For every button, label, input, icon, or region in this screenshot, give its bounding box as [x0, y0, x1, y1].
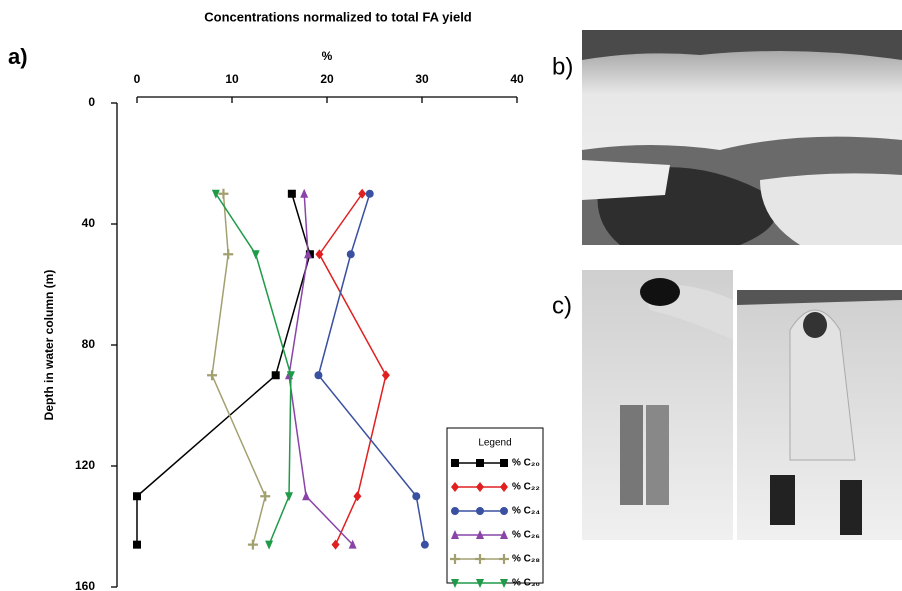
legend-label: % C₂₆ [512, 530, 540, 541]
x-tick-label: 40 [510, 72, 524, 86]
legend-label: % C₂₂ [512, 482, 540, 493]
legend-title: Legend [478, 438, 511, 449]
data-point [252, 250, 260, 259]
data-point [223, 249, 233, 259]
legend-marker [476, 507, 484, 515]
series-line [212, 194, 265, 545]
data-point [260, 491, 270, 501]
legend-marker [476, 459, 484, 467]
y-tick-label: 120 [75, 458, 95, 472]
figure: b) c) Concentrations normalized to total… [0, 0, 902, 591]
data-point [421, 541, 429, 549]
x-tick-label: 0 [134, 72, 141, 86]
legend-label: % C₃₀ [512, 578, 540, 589]
y-tick-label: 160 [75, 579, 95, 591]
data-point [133, 492, 141, 500]
data-point [133, 541, 141, 549]
x-tick-label: 20 [320, 72, 334, 86]
x-axis-label: % [322, 49, 333, 63]
data-point [382, 370, 390, 380]
legend-label: % C₂₄ [512, 506, 540, 517]
photo-c [582, 270, 902, 540]
chart-title: Concentrations normalized to total FA yi… [204, 9, 472, 24]
panel-label: a) [8, 44, 28, 69]
legend-marker [500, 507, 508, 515]
data-point [248, 540, 258, 550]
x-tick-label: 10 [225, 72, 239, 86]
data-point [347, 250, 355, 258]
data-point [332, 540, 340, 550]
y-tick-label: 40 [82, 216, 96, 230]
data-point [412, 492, 420, 500]
data-point [207, 370, 217, 380]
panel-label: c) [552, 292, 572, 319]
series-line [318, 194, 424, 545]
photo-b [582, 30, 902, 245]
data-point [302, 491, 310, 500]
legend-marker [451, 459, 459, 467]
y-axis-label: Depth in water column (m) [42, 270, 56, 421]
data-point [366, 190, 374, 198]
data-point [218, 189, 228, 199]
data-point [353, 491, 361, 501]
legend-marker [500, 459, 508, 467]
data-point [265, 541, 273, 550]
legend-label: % C₂₀ [512, 458, 540, 469]
legend-marker [451, 507, 459, 515]
data-point [314, 371, 322, 379]
x-tick-label: 30 [415, 72, 429, 86]
panel-label: b) [552, 53, 573, 80]
data-point [288, 190, 296, 198]
data-point [272, 371, 280, 379]
y-tick-label: 80 [82, 337, 96, 351]
series-line [137, 194, 310, 545]
data-point [300, 189, 308, 198]
legend-label: % C₂₈ [512, 554, 540, 565]
data-point [285, 492, 293, 501]
y-tick-label: 0 [88, 95, 95, 109]
